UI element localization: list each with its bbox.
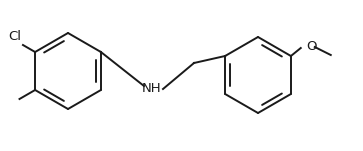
Text: NH: NH xyxy=(142,82,162,95)
Text: O: O xyxy=(306,40,316,53)
Text: Cl: Cl xyxy=(8,30,21,43)
